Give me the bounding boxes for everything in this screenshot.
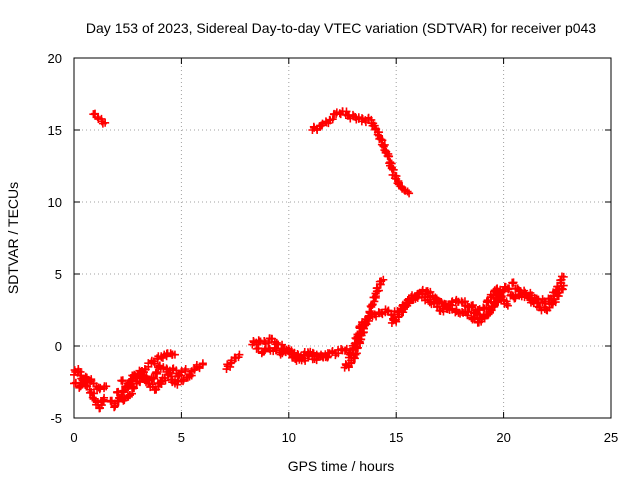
data-point xyxy=(181,365,190,374)
data-point xyxy=(540,297,549,306)
data-point xyxy=(322,352,331,361)
data-point xyxy=(152,368,161,377)
x-tick-label: 10 xyxy=(282,430,296,445)
y-tick-label: -5 xyxy=(50,411,62,426)
data-point xyxy=(360,318,369,327)
data-point xyxy=(403,187,412,196)
data-point xyxy=(352,334,361,343)
data-point xyxy=(503,301,512,310)
data-point xyxy=(379,275,388,284)
x-tick-label: 25 xyxy=(604,430,618,445)
y-tick-label: 10 xyxy=(48,195,62,210)
data-point xyxy=(81,372,90,381)
x-axis-label: GPS time / hours xyxy=(288,458,395,474)
plot-frame xyxy=(73,57,612,419)
data-point xyxy=(102,382,111,391)
y-tick-label: 15 xyxy=(48,123,62,138)
grid-layer xyxy=(74,58,611,418)
y-tick-label: 20 xyxy=(48,51,62,66)
data-point xyxy=(100,393,109,402)
data-point xyxy=(384,306,393,315)
data-point xyxy=(384,152,393,161)
x-tick-label: 15 xyxy=(389,430,403,445)
data-point xyxy=(114,387,123,396)
data-point xyxy=(170,350,179,359)
data-point xyxy=(541,299,550,308)
chart-title: Day 153 of 2023, Sidereal Day-to-day VTE… xyxy=(86,20,596,36)
y-tick-label: 5 xyxy=(55,267,62,282)
x-tick-label: 5 xyxy=(178,430,185,445)
data-point xyxy=(235,350,244,359)
data-point xyxy=(198,359,207,368)
data-point xyxy=(353,330,362,339)
data-point xyxy=(366,302,375,311)
data-point xyxy=(495,291,504,300)
y-axis-label: SDTVAR / TECUs xyxy=(5,182,21,294)
x-tick-label: 20 xyxy=(496,430,510,445)
data-point xyxy=(254,344,263,353)
data-point xyxy=(323,353,332,362)
data-point xyxy=(433,302,442,311)
y-tick-label: 0 xyxy=(55,339,62,354)
data-point xyxy=(135,366,144,375)
data-point xyxy=(113,388,122,397)
data-point xyxy=(118,377,127,386)
data-point xyxy=(77,371,86,380)
data-point xyxy=(150,374,159,383)
data-point xyxy=(468,301,477,310)
data-point xyxy=(153,369,162,378)
data-point xyxy=(328,115,337,124)
data-point xyxy=(389,165,398,174)
data-point xyxy=(463,311,472,320)
data-point xyxy=(379,141,388,150)
data-point xyxy=(508,279,517,288)
data-point xyxy=(559,272,568,281)
x-tick-label: 0 xyxy=(70,430,77,445)
data-point xyxy=(130,384,139,393)
axes-layer: 0 5 10 15 20 25 -5 0 5 10 15 20 xyxy=(48,51,619,445)
data-point xyxy=(502,299,511,308)
data-point xyxy=(484,297,493,306)
data-point xyxy=(504,285,513,294)
data-points-layer xyxy=(70,107,568,413)
data-point xyxy=(101,118,110,127)
data-point xyxy=(405,189,414,198)
